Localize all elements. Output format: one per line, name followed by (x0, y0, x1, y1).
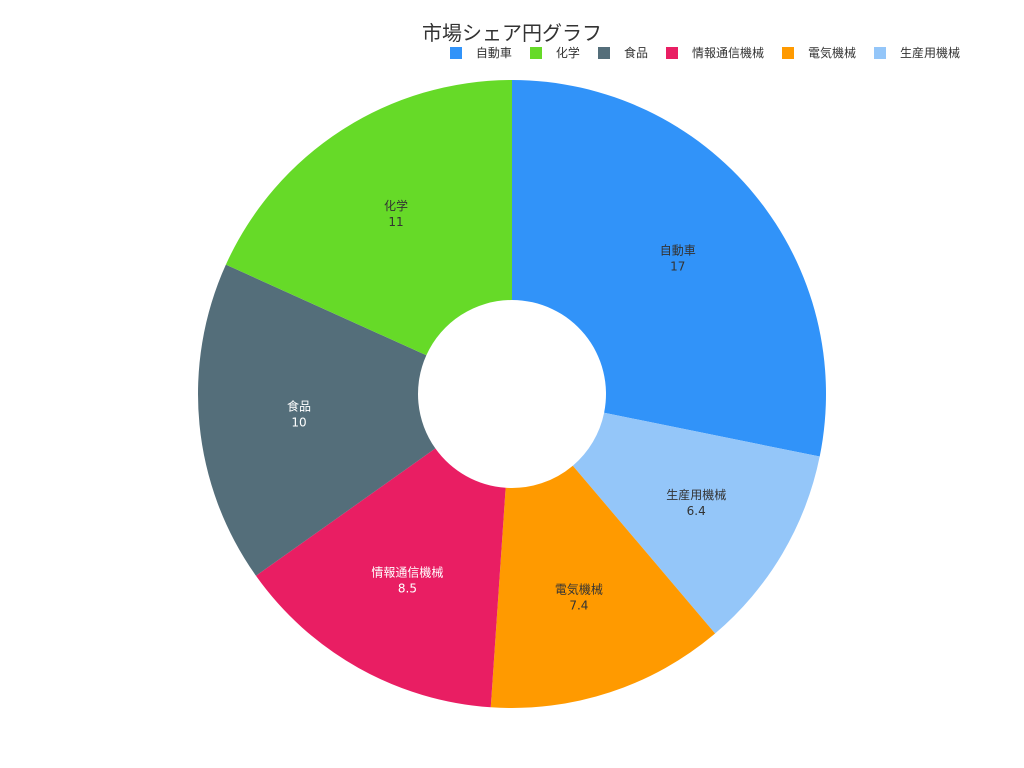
legend-label: 食品 (623, 46, 648, 60)
slice-value: 11 (388, 215, 403, 229)
pie-slice[interactable] (572, 412, 820, 634)
pie-slice[interactable] (255, 448, 506, 708)
legend-item[interactable]: 生産用機械 (873, 44, 960, 61)
legend-swatch (529, 46, 542, 59)
slice-label: 電気機械 (555, 581, 603, 596)
legend-swatch (665, 46, 678, 59)
pie-slice[interactable] (512, 80, 827, 457)
pie-slice[interactable] (490, 465, 716, 708)
legend-item[interactable]: 化学 (529, 44, 580, 61)
slice-label: 情報通信機械 (371, 565, 443, 580)
legend-item[interactable]: 食品 (597, 44, 648, 61)
pie-slice[interactable] (225, 80, 512, 356)
chart-title: 市場シェア円グラフ (422, 21, 602, 45)
slice-value: 8.5 (398, 582, 417, 596)
legend-item[interactable]: 情報通信機械 (665, 44, 764, 61)
slice-label: 生産用機械 (666, 487, 726, 502)
legend-label: 生産用機械 (899, 46, 960, 60)
slice-value: 17 (670, 260, 685, 274)
slice-value: 10 (291, 416, 306, 430)
legend-swatch (781, 46, 794, 59)
slice-value: 6.4 (687, 504, 706, 518)
legend: 自動車 化学 食品 情報通信機械 電気機械 生産用機械 (432, 44, 960, 61)
slice-label: 自動車 (660, 244, 696, 258)
legend-swatch (873, 46, 886, 59)
legend-label: 自動車 (475, 46, 512, 60)
legend-label: 化学 (555, 46, 580, 60)
slice-label: 化学 (384, 198, 408, 213)
legend-label: 電気機械 (807, 46, 856, 60)
legend-label: 情報通信機械 (691, 46, 764, 60)
slice-label: 食品 (287, 399, 311, 414)
legend-swatch (597, 46, 610, 59)
pie-slice[interactable] (197, 264, 436, 576)
slice-value: 7.4 (569, 598, 588, 612)
legend-item[interactable]: 電気機械 (781, 44, 856, 61)
legend-swatch (449, 46, 462, 59)
legend-item[interactable]: 自動車 (449, 44, 512, 61)
